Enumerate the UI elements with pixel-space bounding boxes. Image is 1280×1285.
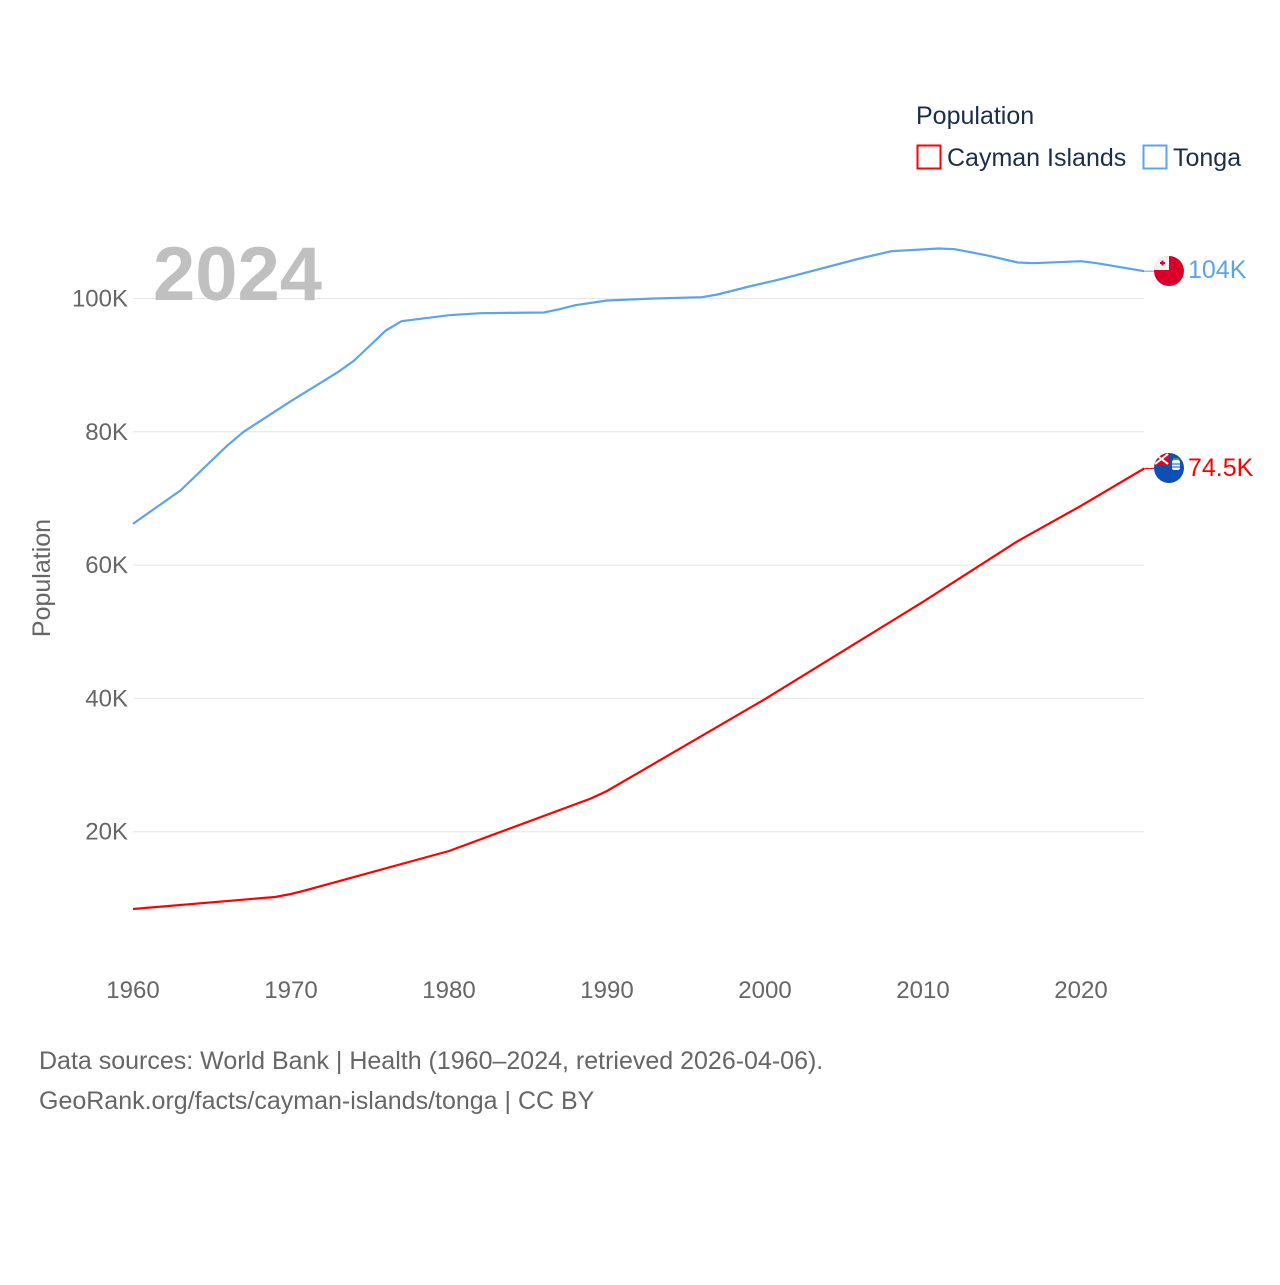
cayman-islands-end-label: 74.5K: [1188, 454, 1254, 482]
gridlines: [133, 298, 1144, 833]
legend-swatch-tonga: [1142, 144, 1168, 170]
y-axis-ticks: 20K 40K 60K 80K 100K: [72, 286, 128, 846]
x-tick-label: 1960: [106, 977, 159, 1004]
legend-title: Population: [916, 102, 1034, 130]
x-tick-label: 1990: [580, 977, 633, 1004]
cayman-islands-flag-icon: [1154, 453, 1184, 483]
x-tick-label: 2020: [1054, 977, 1107, 1004]
legend-item-tonga[interactable]: Tonga: [1142, 144, 1242, 172]
series-line-cayman-islands: [132, 467, 1145, 911]
y-axis-label: Population: [28, 519, 56, 637]
y-tick-label: 60K: [85, 552, 128, 579]
x-tick-label: 2010: [896, 977, 949, 1004]
tonga-end-label: 104K: [1188, 256, 1247, 284]
y-tick-label: 20K: [85, 819, 128, 846]
y-tick-label: 100K: [72, 286, 128, 313]
x-axis-ticks: 1960 1970 1980 1990 2000 2010 2020: [106, 977, 1107, 1004]
y-tick-label: 80K: [85, 419, 128, 446]
year-watermark: 2024: [153, 232, 322, 317]
tonga-flag-icon: [1154, 256, 1184, 286]
series-lines: [132, 247, 1154, 911]
legend-item-cayman-islands[interactable]: Cayman Islands: [916, 144, 1127, 172]
x-tick-label: 1980: [422, 977, 475, 1004]
data-source-text: Data sources: World Bank | Health (1960–…: [39, 1047, 823, 1075]
legend-swatch-cayman-islands: [916, 144, 942, 170]
legend: Population Cayman Islands Tonga: [916, 102, 1241, 172]
series-line-tonga: [132, 247, 1145, 525]
legend-label-tonga: Tonga: [1173, 144, 1241, 172]
y-tick-label: 40K: [85, 685, 128, 712]
legend-label-cayman-islands: Cayman Islands: [947, 144, 1126, 172]
attribution-link[interactable]: GeoRank.org/facts/cayman-islands/tonga |…: [39, 1087, 595, 1115]
x-tick-label: 1970: [264, 977, 317, 1004]
x-tick-label: 2000: [738, 977, 791, 1004]
